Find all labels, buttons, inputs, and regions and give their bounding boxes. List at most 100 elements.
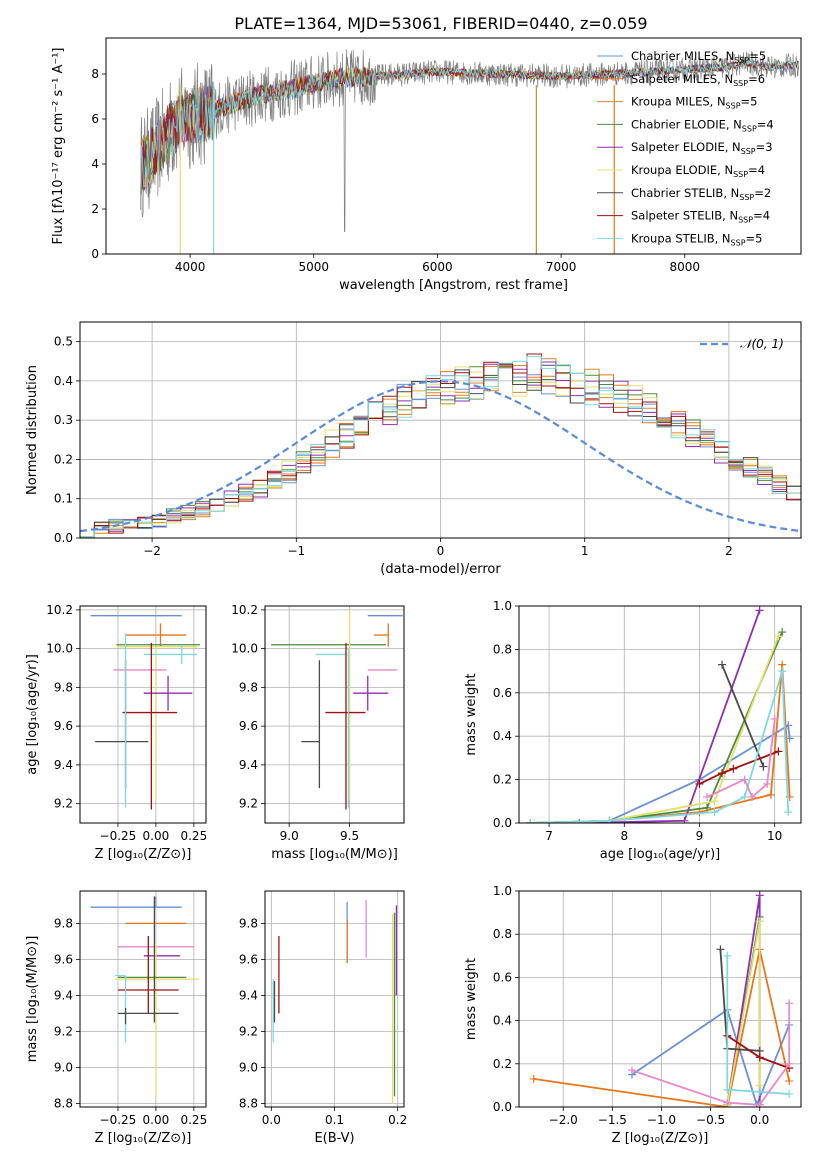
errorbar-point <box>114 943 199 1098</box>
y-tick-label: 9.2 <box>239 1024 258 1038</box>
legend-entry-count: =5 <box>749 49 766 63</box>
legend-entry-subscript: SSP <box>733 79 748 88</box>
mass-weight-marker <box>723 1098 732 1107</box>
legend-entry-label: Chabrier MILES, NSSP=5 <box>631 49 766 65</box>
residual-histogram <box>80 356 801 538</box>
x-tick-label: −2.0 <box>549 1113 578 1127</box>
x-tick-label: 10 <box>767 829 782 843</box>
figure-title: PLATE=1364, MJD=53061, FIBERID=0440, z=0… <box>234 14 647 33</box>
x-tick-label: 6000 <box>422 260 453 274</box>
y-tick-label: 9.6 <box>239 719 258 733</box>
mass-weight-marker <box>723 951 732 960</box>
mass-weight-marker <box>755 891 764 900</box>
y-tick-label: 9.8 <box>239 680 258 694</box>
legend-entry-count: =2 <box>754 186 771 200</box>
mass-weight-marker <box>529 1074 538 1083</box>
mass-weight-marker <box>718 660 727 669</box>
x-tick-label: 7000 <box>546 260 577 274</box>
legend-entry-subscript: SSP <box>738 216 753 225</box>
errorbar-point <box>117 646 199 802</box>
y-axis-label: mass weight <box>464 958 479 1040</box>
y-axis-label: mass [log₁₀(M/M⊙)] <box>25 936 40 1063</box>
x-axis-label: age [log₁₀(age/yr)] <box>600 847 721 862</box>
y-tick-label: 0.3 <box>54 413 73 427</box>
y-tick-label: 0.4 <box>493 1014 512 1028</box>
x-tick-label: 0.0 <box>262 1113 281 1127</box>
x-axis-label: Z [log₁₀(Z/Z⊙)] <box>612 1131 709 1146</box>
legend-entry-subscript: SSP <box>731 238 746 247</box>
mass-weight-marker <box>766 790 775 799</box>
mass-weight-marker <box>627 1066 636 1075</box>
x-tick-label: 5000 <box>298 260 329 274</box>
y-tick-label: 10.0 <box>231 642 258 656</box>
axes-frame <box>79 890 207 1108</box>
y-tick-label: 8.8 <box>54 1096 73 1110</box>
y-tick-label: 0.2 <box>493 1057 512 1071</box>
panel-age-vs-z: −0.25 0.00 0.25 9.2 9.4 9.6 9.8 10.0 10.2 Z [log₁… <box>25 603 207 862</box>
mass-weight-series <box>579 609 761 823</box>
y-tick-label: 0.0 <box>493 1100 512 1114</box>
x-tick-label: 0.25 <box>180 1113 207 1127</box>
mass-weight-marker <box>680 816 689 823</box>
errorbar-point <box>325 642 366 810</box>
mass-weight-marker <box>710 808 719 817</box>
x-tick-label: −1.5 <box>598 1113 627 1127</box>
legend-entry-count: =5 <box>746 231 763 245</box>
y-tick-label: 9.4 <box>239 758 258 772</box>
x-tick-label: 0.25 <box>180 829 207 843</box>
legend-entry-text: Kroupa ELODIE, N <box>631 163 733 177</box>
mass-weight-marker <box>778 628 787 637</box>
y-tick-label: 9.4 <box>54 988 73 1002</box>
mass-weight-marker <box>710 797 719 806</box>
panel-mass-weight-vs-age: 7 8 9 10 0.0 0.2 0.4 0.6 0.8 1.0 age [log₁₀(age/yr… <box>464 599 802 862</box>
legend-entry-label: Kroupa ELODIE, NSSP=4 <box>631 163 765 179</box>
legend-entry-count: =5 <box>741 95 758 109</box>
legend-entry-label: Chabrier STELIB, NSSP=2 <box>631 186 771 202</box>
x-tick-label: 9.5 <box>340 829 359 843</box>
mass-weight-marker <box>605 816 614 823</box>
x-axis-label: E(B-V) <box>314 1131 354 1146</box>
legend-entry-label: Salpeter MILES, NSSP=6 <box>631 72 765 88</box>
y-axis-label: Normed distribution <box>25 365 40 495</box>
mass-weight-marker <box>774 747 783 756</box>
legend-entry-label: Kroupa MILES, NSSP=5 <box>631 95 757 111</box>
x-tick-label: 9 <box>696 829 704 843</box>
errorbar-point <box>301 660 321 789</box>
legend-entry-count: =4 <box>757 117 774 131</box>
legend-entry-label: Chabrier ELODIE, NSSP=4 <box>631 117 774 133</box>
mass-weight-marker <box>784 808 793 817</box>
mass-weight-series <box>530 670 790 823</box>
x-tick-label: −0.25 <box>100 829 137 843</box>
legend-entry-subscript: SSP <box>741 147 756 156</box>
y-tick-label: 9.2 <box>54 1024 73 1038</box>
legend-entry-count: =3 <box>756 140 773 154</box>
y-axis-label: mass weight <box>464 673 479 755</box>
mass-weight-marker <box>703 803 711 812</box>
y-tick-label: 0.2 <box>493 773 512 787</box>
y-tick-label: 0.2 <box>54 452 73 466</box>
mass-weight-marker <box>695 779 704 788</box>
y-tick-label: 9.6 <box>54 952 73 966</box>
legend-entry-subscript: SSP <box>739 193 754 202</box>
mass-weight-marker <box>763 779 772 788</box>
mass-weight-marker <box>785 1059 794 1068</box>
x-axis-label: Z [log₁₀(Z/Z⊙)] <box>95 847 192 862</box>
y-tick-label: 9.2 <box>54 797 73 811</box>
legend-entry-text: Chabrier ELODIE, N <box>631 117 742 131</box>
legend-entry-subscript: SSP <box>726 102 741 111</box>
legend-entry-label: Kroupa STELIB, NSSP=5 <box>631 231 762 247</box>
x-tick-label: −0.5 <box>696 1113 725 1127</box>
mass-weight-marker <box>778 667 787 676</box>
mass-weight-marker <box>740 792 749 801</box>
residual-histogram <box>80 364 801 538</box>
y-axis-label: Flux [fλ10⁻¹⁷ erg cm⁻² s⁻¹ A⁻¹] <box>51 48 66 245</box>
legend-entry-text: Salpeter ELODIE, N <box>631 140 741 154</box>
legend-entry-text: Salpeter STELIB, N <box>631 209 738 223</box>
x-tick-label: 0.00 <box>143 829 170 843</box>
y-tick-label: 9.8 <box>54 680 73 694</box>
y-tick-label: 9.4 <box>54 758 73 772</box>
y-tick-label: 9.0 <box>239 1060 258 1074</box>
errorbar-point <box>125 623 187 647</box>
x-tick-label: 0.2 <box>388 1113 407 1127</box>
mass-weight-marker <box>703 792 711 801</box>
